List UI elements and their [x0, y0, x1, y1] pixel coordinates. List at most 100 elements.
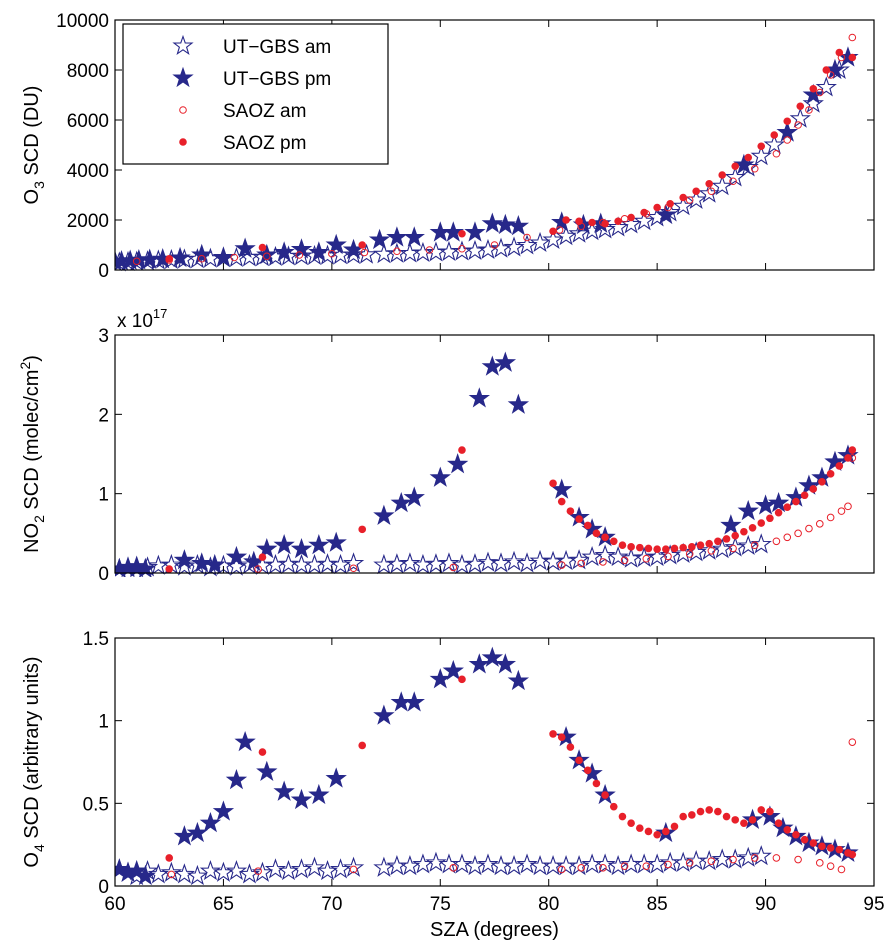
data-point — [770, 131, 779, 139]
plot-area — [115, 351, 859, 577]
data-point — [705, 806, 713, 814]
data-point — [688, 543, 696, 551]
data-point — [234, 730, 256, 752]
data-point — [355, 243, 378, 264]
data-point — [707, 187, 716, 196]
data-point — [225, 859, 248, 881]
data-point — [757, 142, 766, 151]
data-point — [729, 177, 737, 186]
data-point — [529, 549, 551, 571]
data-point — [199, 859, 222, 881]
data-point — [399, 854, 421, 876]
data-point — [599, 864, 607, 872]
data-point — [212, 246, 235, 267]
data-point — [583, 766, 592, 775]
data-point — [412, 853, 434, 874]
data-point — [711, 175, 733, 196]
data-point — [549, 730, 557, 738]
data-point — [273, 534, 295, 555]
data-point — [575, 756, 583, 765]
data-point — [147, 554, 170, 575]
data-point — [258, 553, 267, 561]
data-point — [592, 779, 601, 788]
data-point — [481, 646, 503, 667]
data-point — [692, 187, 700, 196]
data-point — [848, 33, 857, 42]
data-point — [438, 240, 460, 262]
data-point — [555, 725, 577, 747]
data-point — [425, 241, 447, 262]
data-point — [685, 859, 694, 867]
data-point — [815, 859, 824, 867]
data-point — [575, 515, 583, 523]
data-point — [792, 497, 800, 506]
y-tick-label: 6000 — [67, 111, 109, 132]
data-point — [818, 842, 826, 851]
data-point — [360, 248, 369, 257]
data-point — [542, 228, 564, 250]
data-point — [191, 243, 213, 265]
data-point — [516, 853, 538, 874]
data-point — [592, 529, 601, 538]
data-point — [290, 238, 313, 259]
data-point — [557, 733, 566, 741]
data-point — [458, 244, 466, 253]
data-point — [349, 865, 358, 874]
data-point — [835, 48, 844, 57]
data-point — [655, 203, 677, 225]
data-point — [848, 850, 857, 859]
data-point — [731, 531, 740, 540]
data-point — [425, 246, 434, 254]
data-point — [653, 830, 661, 839]
data-point — [837, 865, 846, 874]
data-point — [368, 228, 391, 250]
data-point — [549, 227, 557, 236]
data-point — [449, 864, 458, 872]
data-point — [763, 133, 785, 155]
data-point — [772, 854, 781, 862]
data-point — [494, 653, 517, 674]
series-filled-star — [115, 646, 859, 886]
data-point — [295, 251, 304, 259]
series-filled-circle — [165, 675, 857, 862]
data-point — [783, 117, 792, 126]
data-point — [490, 241, 499, 249]
data-point — [662, 545, 670, 553]
data-point — [707, 857, 716, 866]
data-point — [451, 853, 473, 874]
series-open-circle — [167, 738, 857, 879]
data-point — [792, 830, 800, 839]
legend-marker — [179, 138, 187, 146]
data-point — [568, 549, 590, 570]
data-point — [848, 738, 857, 746]
data-point — [507, 393, 530, 414]
data-point — [679, 193, 687, 202]
data-point — [186, 864, 209, 886]
plot-area — [115, 33, 859, 272]
x-tick-label: 60 — [104, 894, 125, 915]
data-point — [451, 553, 473, 575]
data-point — [618, 541, 627, 550]
data-point — [707, 546, 716, 555]
data-point — [212, 861, 235, 882]
data-point — [688, 811, 696, 819]
data-point — [490, 552, 512, 573]
data-point — [358, 241, 367, 249]
data-point — [373, 553, 395, 575]
data-point — [165, 565, 174, 573]
data-point — [640, 208, 648, 217]
data-point — [794, 529, 802, 538]
data-point — [766, 807, 774, 816]
data-point — [507, 669, 530, 691]
data-point — [644, 544, 653, 553]
data-point — [826, 513, 835, 522]
data-point — [774, 508, 783, 517]
data-point — [358, 525, 367, 534]
data-point — [503, 236, 525, 257]
data-point — [516, 234, 538, 255]
data-point — [277, 553, 300, 574]
data-point — [662, 827, 670, 836]
data-point — [601, 533, 609, 542]
data-point — [477, 238, 499, 260]
data-point — [666, 199, 674, 208]
